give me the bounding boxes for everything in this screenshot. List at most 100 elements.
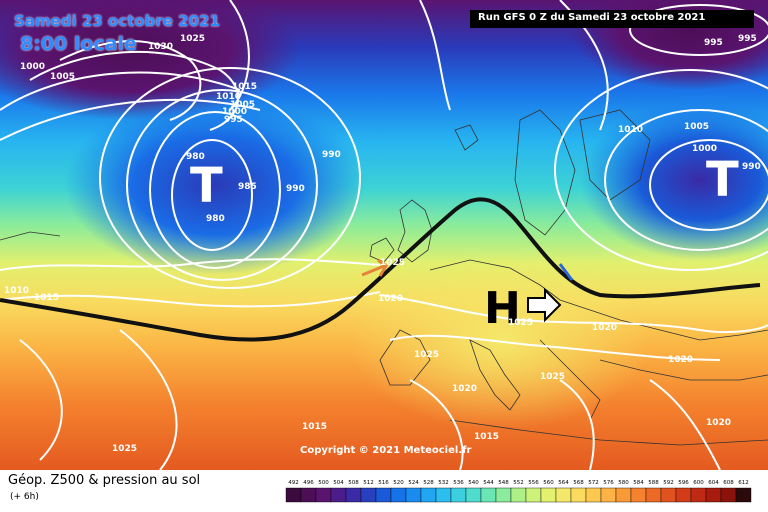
isobar-label: 1000 xyxy=(20,62,46,72)
scale-swatch xyxy=(630,487,647,503)
scale-label: 508 xyxy=(348,480,359,486)
scale-swatch xyxy=(705,487,722,503)
isobar-label: 1005 xyxy=(230,100,256,110)
copyright-notice: Copyright © 2021 Meteociel.fr xyxy=(300,445,472,456)
scale-swatch xyxy=(330,487,347,503)
scale-label: 612 xyxy=(738,480,749,486)
isobar-label: 1025 xyxy=(414,350,440,360)
scale-label: 572 xyxy=(588,480,599,486)
run-info-text: Run GFS 0 Z du Samedi 23 octobre 2021 xyxy=(478,12,706,23)
scale-label: 588 xyxy=(648,480,659,486)
scale-swatch xyxy=(450,487,467,503)
scale-label: 544 xyxy=(483,480,494,486)
isobar-label: 1025 xyxy=(112,444,138,454)
high-pressure-label: H xyxy=(484,283,521,334)
scale-label: 512 xyxy=(363,480,374,486)
scale-swatch xyxy=(315,487,332,503)
scale-label: 504 xyxy=(333,480,344,486)
isobar-label: 1015 xyxy=(232,82,258,92)
legend-title: Géop. Z500 & pression au sol xyxy=(8,473,201,488)
isobar-label: 1000 xyxy=(222,107,248,117)
isobar-label: 980 xyxy=(186,152,205,162)
scale-label: 496 xyxy=(303,480,314,486)
isobar-label: 995 xyxy=(738,34,757,44)
isobar-label: 1005 xyxy=(684,122,710,132)
scale-swatch xyxy=(555,487,572,503)
scale-label: 520 xyxy=(393,480,404,486)
high-movement-arrow xyxy=(527,287,562,323)
scale-label: 568 xyxy=(573,480,584,486)
scale-swatch xyxy=(735,487,752,503)
scale-swatch xyxy=(660,487,677,503)
scale-label: 540 xyxy=(468,480,479,486)
scale-swatch xyxy=(600,487,617,503)
isobar-label: 1020 xyxy=(452,384,478,394)
scale-label: 584 xyxy=(633,480,644,486)
forecast-time: 8:00 locale xyxy=(20,33,137,55)
isobar-label: 985 xyxy=(238,182,257,192)
scale-swatch xyxy=(435,487,452,503)
isobar-label: 1005 xyxy=(50,72,76,82)
isobar-label: 1015 xyxy=(302,422,328,432)
jet-stream-front xyxy=(0,197,761,342)
isobar-label: 1020 xyxy=(378,294,404,304)
isobar-label: 1025 xyxy=(540,372,566,382)
isobar-label: 1025 xyxy=(380,258,406,268)
isobar-label: 995 xyxy=(224,115,243,125)
forecast-date: Samedi 23 octobre 2021 xyxy=(14,12,220,30)
cold-front-marker xyxy=(558,263,574,281)
scale-label: 552 xyxy=(513,480,524,486)
scale-swatch xyxy=(720,487,737,503)
scale-swatch xyxy=(345,487,362,503)
scale-label: 564 xyxy=(558,480,569,486)
isobar-label: 1020 xyxy=(592,323,618,333)
scale-label: 608 xyxy=(723,480,734,486)
warm-front-arrow xyxy=(361,258,388,277)
isobars xyxy=(0,0,768,470)
scale-swatch xyxy=(405,487,422,503)
isobar-label: 1020 xyxy=(706,418,732,428)
isobar-label: 1025 xyxy=(180,34,206,44)
scale-label: 556 xyxy=(528,480,539,486)
isobar-label: 980 xyxy=(206,214,225,224)
scale-swatch xyxy=(645,487,662,503)
isobar-label: 1010 xyxy=(618,125,644,135)
isobar-label: 1010 xyxy=(216,92,242,102)
scale-label: 580 xyxy=(618,480,629,486)
isobar-label: 1000 xyxy=(692,144,718,154)
high-ridge-field xyxy=(350,250,650,430)
isobar-label: 1020 xyxy=(668,355,694,365)
scale-label: 524 xyxy=(408,480,419,486)
scale-swatch xyxy=(615,487,632,503)
scale-swatch xyxy=(300,487,317,503)
scale-swatch xyxy=(360,487,377,503)
scale-swatch xyxy=(510,487,527,503)
scale-label: 548 xyxy=(498,480,509,486)
scale-swatch xyxy=(375,487,392,503)
scale-label: 500 xyxy=(318,480,329,486)
isobar-label: 990 xyxy=(322,150,341,160)
scale-swatch xyxy=(390,487,407,503)
scale-swatch xyxy=(690,487,707,503)
scale-label: 592 xyxy=(663,480,674,486)
scale-swatch xyxy=(285,487,302,503)
scale-swatch xyxy=(570,487,587,503)
scale-label: 532 xyxy=(438,480,449,486)
run-info-box xyxy=(470,10,754,28)
scale-label: 536 xyxy=(453,480,464,486)
scale-swatch xyxy=(480,487,497,503)
scale-label: 492 xyxy=(288,480,299,486)
scale-label: 600 xyxy=(693,480,704,486)
scale-swatch xyxy=(420,487,437,503)
isobar-label: 1010 xyxy=(4,286,30,296)
legend-subtitle: (+ 6h) xyxy=(10,492,39,502)
scale-label: 516 xyxy=(378,480,389,486)
low-pressure-west-label: T xyxy=(190,158,223,214)
isobar-label: 1025 xyxy=(508,318,534,328)
low-pressure-east-label: T xyxy=(706,152,739,208)
isobar-label: 990 xyxy=(742,162,761,172)
scale-label: 576 xyxy=(603,480,614,486)
low-west-field xyxy=(65,95,365,275)
isobar-label: 1030 xyxy=(148,42,174,52)
coastlines xyxy=(0,109,768,446)
